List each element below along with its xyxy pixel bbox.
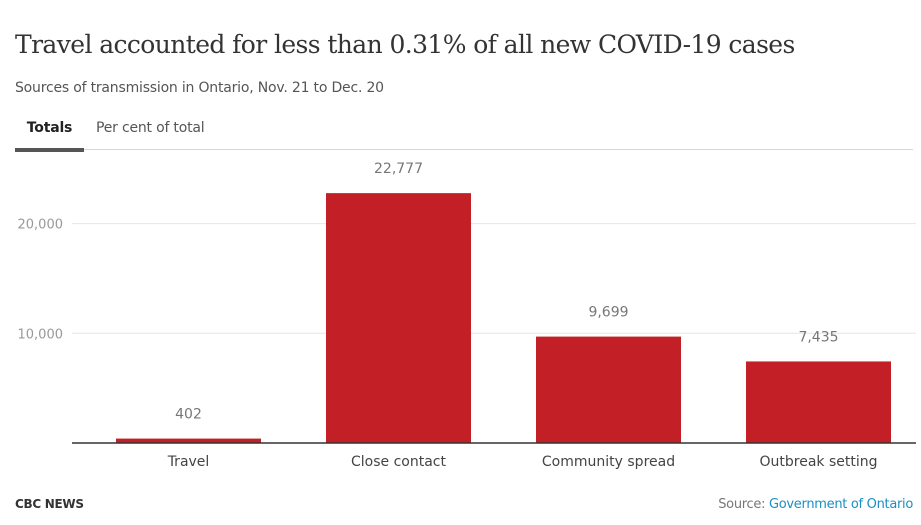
bar	[536, 336, 681, 443]
x-tick-label: Travel	[167, 454, 210, 470]
bar-value-label: 9,699	[588, 305, 628, 321]
bar	[326, 193, 471, 443]
bar-value-label: 402	[175, 407, 202, 423]
source-credit: Source: Government of Ontario	[718, 497, 913, 512]
source-prefix: Source:	[718, 497, 769, 512]
value-labels: 402 22,777 9,699 7,435	[175, 161, 838, 422]
x-tick-label: Close contact	[351, 454, 446, 470]
bars	[116, 193, 891, 443]
x-tick-label: Outbreak setting	[759, 454, 877, 470]
x-axis-ticks: Travel Close contact Community spread Outbr…	[167, 454, 878, 470]
bar	[746, 361, 891, 443]
view-tabs: Totals Per cent of total	[15, 116, 913, 152]
y-tick-label: 10,000	[18, 327, 64, 342]
source-link[interactable]: Government of Ontario	[768, 497, 913, 512]
bar-value-label: 7,435	[798, 329, 838, 345]
chart-subtitle: Sources of transmission in Ontario, Nov.…	[15, 80, 384, 96]
bar-chart: 10,000 20,000 402 22,777 9,699 7,435 Travel C…	[18, 161, 916, 470]
y-axis-ticks: 10,000 20,000	[18, 218, 64, 343]
tab-totals[interactable]: Totals	[15, 120, 84, 152]
y-tick-label: 20,000	[18, 218, 64, 233]
cbc-news-logo: CBC NEWS	[15, 497, 84, 511]
chart-title: Travel accounted for less than 0.31% of …	[15, 30, 795, 59]
tab-per-cent-of-total[interactable]: Per cent of total	[96, 120, 205, 136]
bar	[116, 438, 261, 443]
gridlines	[72, 223, 916, 334]
bar-value-label: 22,777	[374, 161, 423, 177]
x-tick-label: Community spread	[542, 454, 675, 470]
